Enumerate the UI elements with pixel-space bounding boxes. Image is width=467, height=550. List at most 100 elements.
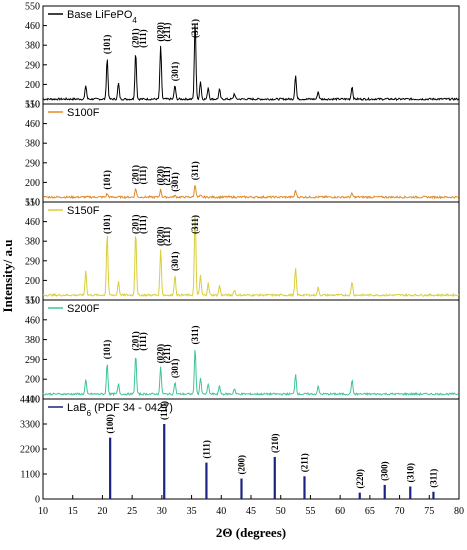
x-tick-label: 20 <box>97 506 107 517</box>
peak-label: (301) <box>170 359 180 379</box>
peak-label: (311) <box>428 469 438 488</box>
peak-label: (111) <box>138 215 148 234</box>
y-tick-label: 380 <box>25 41 40 52</box>
legend-label: S200F <box>67 303 100 315</box>
peak-label: (020) <box>156 226 166 246</box>
peak-label: (211) <box>162 344 172 363</box>
x-axis: 10 15 20 25 30 35 40 45 50 55 60 65 70 75 80 <box>38 495 464 517</box>
x-tick-label: 10 <box>38 506 48 517</box>
peak-label: (220) <box>355 469 365 489</box>
panel-frame <box>42 398 460 500</box>
peak-label: (101) <box>102 35 112 55</box>
x-tick-label: 15 <box>68 506 78 517</box>
peak-label: (201) <box>131 215 141 235</box>
y-tick-label: 550 <box>25 2 40 13</box>
peak-label: (020) <box>156 344 166 364</box>
peak-label: (300) <box>380 461 390 481</box>
y-tick-label: 110 <box>25 198 40 209</box>
y-axis-label: Intensity/ a.u <box>0 240 15 313</box>
y-tick-label: 0 <box>35 495 40 506</box>
legend-label: S100F <box>67 107 100 119</box>
peak-label: (301) <box>170 62 180 82</box>
peak-label: (201) <box>131 331 141 351</box>
x-tick-label: 75 <box>424 506 434 517</box>
legend-label: Base LiFePO4 <box>67 9 137 25</box>
peak-label: (111) <box>201 440 211 459</box>
y-tick-label: 550 <box>25 296 40 307</box>
y-tick-label: 290 <box>25 60 40 71</box>
peak-label: (111) <box>138 332 148 351</box>
legend: S100F <box>48 107 100 119</box>
y-tick-label: 460 <box>25 119 40 130</box>
panel-3: 110 200 290 380 460 550 (101) (201)(111) (020)(2… <box>25 198 460 307</box>
y-tick-label: 4400 <box>20 395 40 406</box>
y-tick-label: 550 <box>25 100 40 111</box>
x-tick-label: 45 <box>246 506 256 517</box>
y-tick-label: 290 <box>25 256 40 267</box>
y-tick-label: 460 <box>25 315 40 326</box>
peak-label: (111) <box>138 29 148 48</box>
y-tick-label: 200 <box>25 276 40 287</box>
peak-label: (211) <box>162 166 172 185</box>
peak-label: (200) <box>236 455 246 475</box>
panel-2: 110 200 290 380 460 550 (101) (201)(111) (020)(2… <box>25 100 460 209</box>
y-tick-label: 290 <box>25 355 40 366</box>
x-tick-label: 80 <box>454 506 464 517</box>
y-tick-label: 380 <box>25 139 40 150</box>
y-tick-label: 110 <box>25 296 40 307</box>
peak-label: (210) <box>270 433 280 453</box>
series-line <box>42 24 460 102</box>
peak-label: (311) <box>190 215 200 234</box>
y-tick-label: 460 <box>25 21 40 32</box>
y-tick-label: 460 <box>25 217 40 228</box>
peak-label: (101) <box>102 340 112 360</box>
y-tick-label: 290 <box>25 158 40 169</box>
y-tick-label: 200 <box>25 80 40 91</box>
x-axis-label: 2Θ (degrees) <box>216 525 286 540</box>
series-line <box>42 350 460 397</box>
y-tick-label: 380 <box>25 237 40 248</box>
x-tick-label: 35 <box>187 506 197 517</box>
legend-label: S150F <box>67 205 100 217</box>
peak-label: (310) <box>405 463 415 483</box>
peak-label: (301) <box>170 251 180 271</box>
x-tick-label: 40 <box>216 506 226 517</box>
peak-label: (301) <box>170 172 180 192</box>
peak-label: (311) <box>190 19 200 38</box>
legend-label: LaB6 (PDF 34 - 0427) <box>67 402 173 418</box>
peak-label: (211) <box>162 227 172 246</box>
y-tick-label: 1100 <box>20 470 40 481</box>
series-line <box>42 215 460 298</box>
peak-label: (101) <box>102 215 112 235</box>
panel-4: 110 200 290 380 460 550 (101) (201)(111) (020)(2… <box>25 296 460 406</box>
y-tick-label: 200 <box>25 375 40 386</box>
x-tick-label: 60 <box>335 506 345 517</box>
y-tick-label: 200 <box>25 178 40 189</box>
y-tick-label: 110 <box>25 100 40 111</box>
legend: Base LiFePO4 <box>48 9 137 25</box>
series-line <box>43 185 460 200</box>
y-tick-label: 110 <box>25 395 40 406</box>
peak-label: (101) <box>102 170 112 190</box>
y-tick-label: 380 <box>25 335 40 346</box>
peak-label: (100) <box>105 414 115 434</box>
peak-label: (201) <box>131 165 141 185</box>
peak-label: (110) <box>159 401 169 420</box>
x-tick-label: 70 <box>395 506 405 517</box>
x-tick-label: 55 <box>305 506 315 517</box>
peak-label: (020) <box>156 166 166 186</box>
peak-label: (020) <box>156 22 166 42</box>
legend: LaB6 (PDF 34 - 0427) <box>48 402 173 418</box>
x-tick-label: 50 <box>276 506 286 517</box>
x-tick-label: 25 <box>127 506 137 517</box>
peak-label: (211) <box>162 23 172 42</box>
peak-label: (201) <box>131 28 141 48</box>
legend: S150F <box>48 205 100 217</box>
x-tick-label: 65 <box>365 506 375 517</box>
y-tick-label: 2200 <box>20 445 40 456</box>
peak-label: (111) <box>138 166 148 185</box>
panel-5: 0 1100 2200 3300 4400 (100) (110) (111) (200) (21… <box>20 395 460 506</box>
y-tick-label: 3300 <box>20 420 40 431</box>
